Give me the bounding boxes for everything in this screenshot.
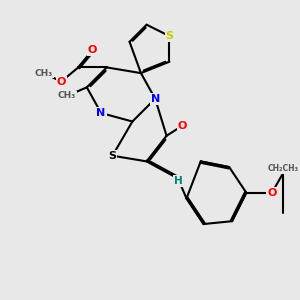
Text: CH₂CH₃: CH₂CH₃: [268, 164, 299, 173]
Text: S: S: [109, 151, 116, 161]
Text: CH₃: CH₃: [58, 92, 76, 100]
Text: O: O: [267, 188, 277, 198]
Text: O: O: [88, 45, 97, 55]
Text: N: N: [96, 108, 106, 118]
Text: H: H: [174, 176, 182, 186]
Text: CH₃: CH₃: [35, 69, 53, 78]
Text: O: O: [56, 77, 66, 87]
Text: O: O: [178, 121, 187, 131]
Text: S: S: [165, 31, 173, 41]
Text: N: N: [151, 94, 160, 104]
